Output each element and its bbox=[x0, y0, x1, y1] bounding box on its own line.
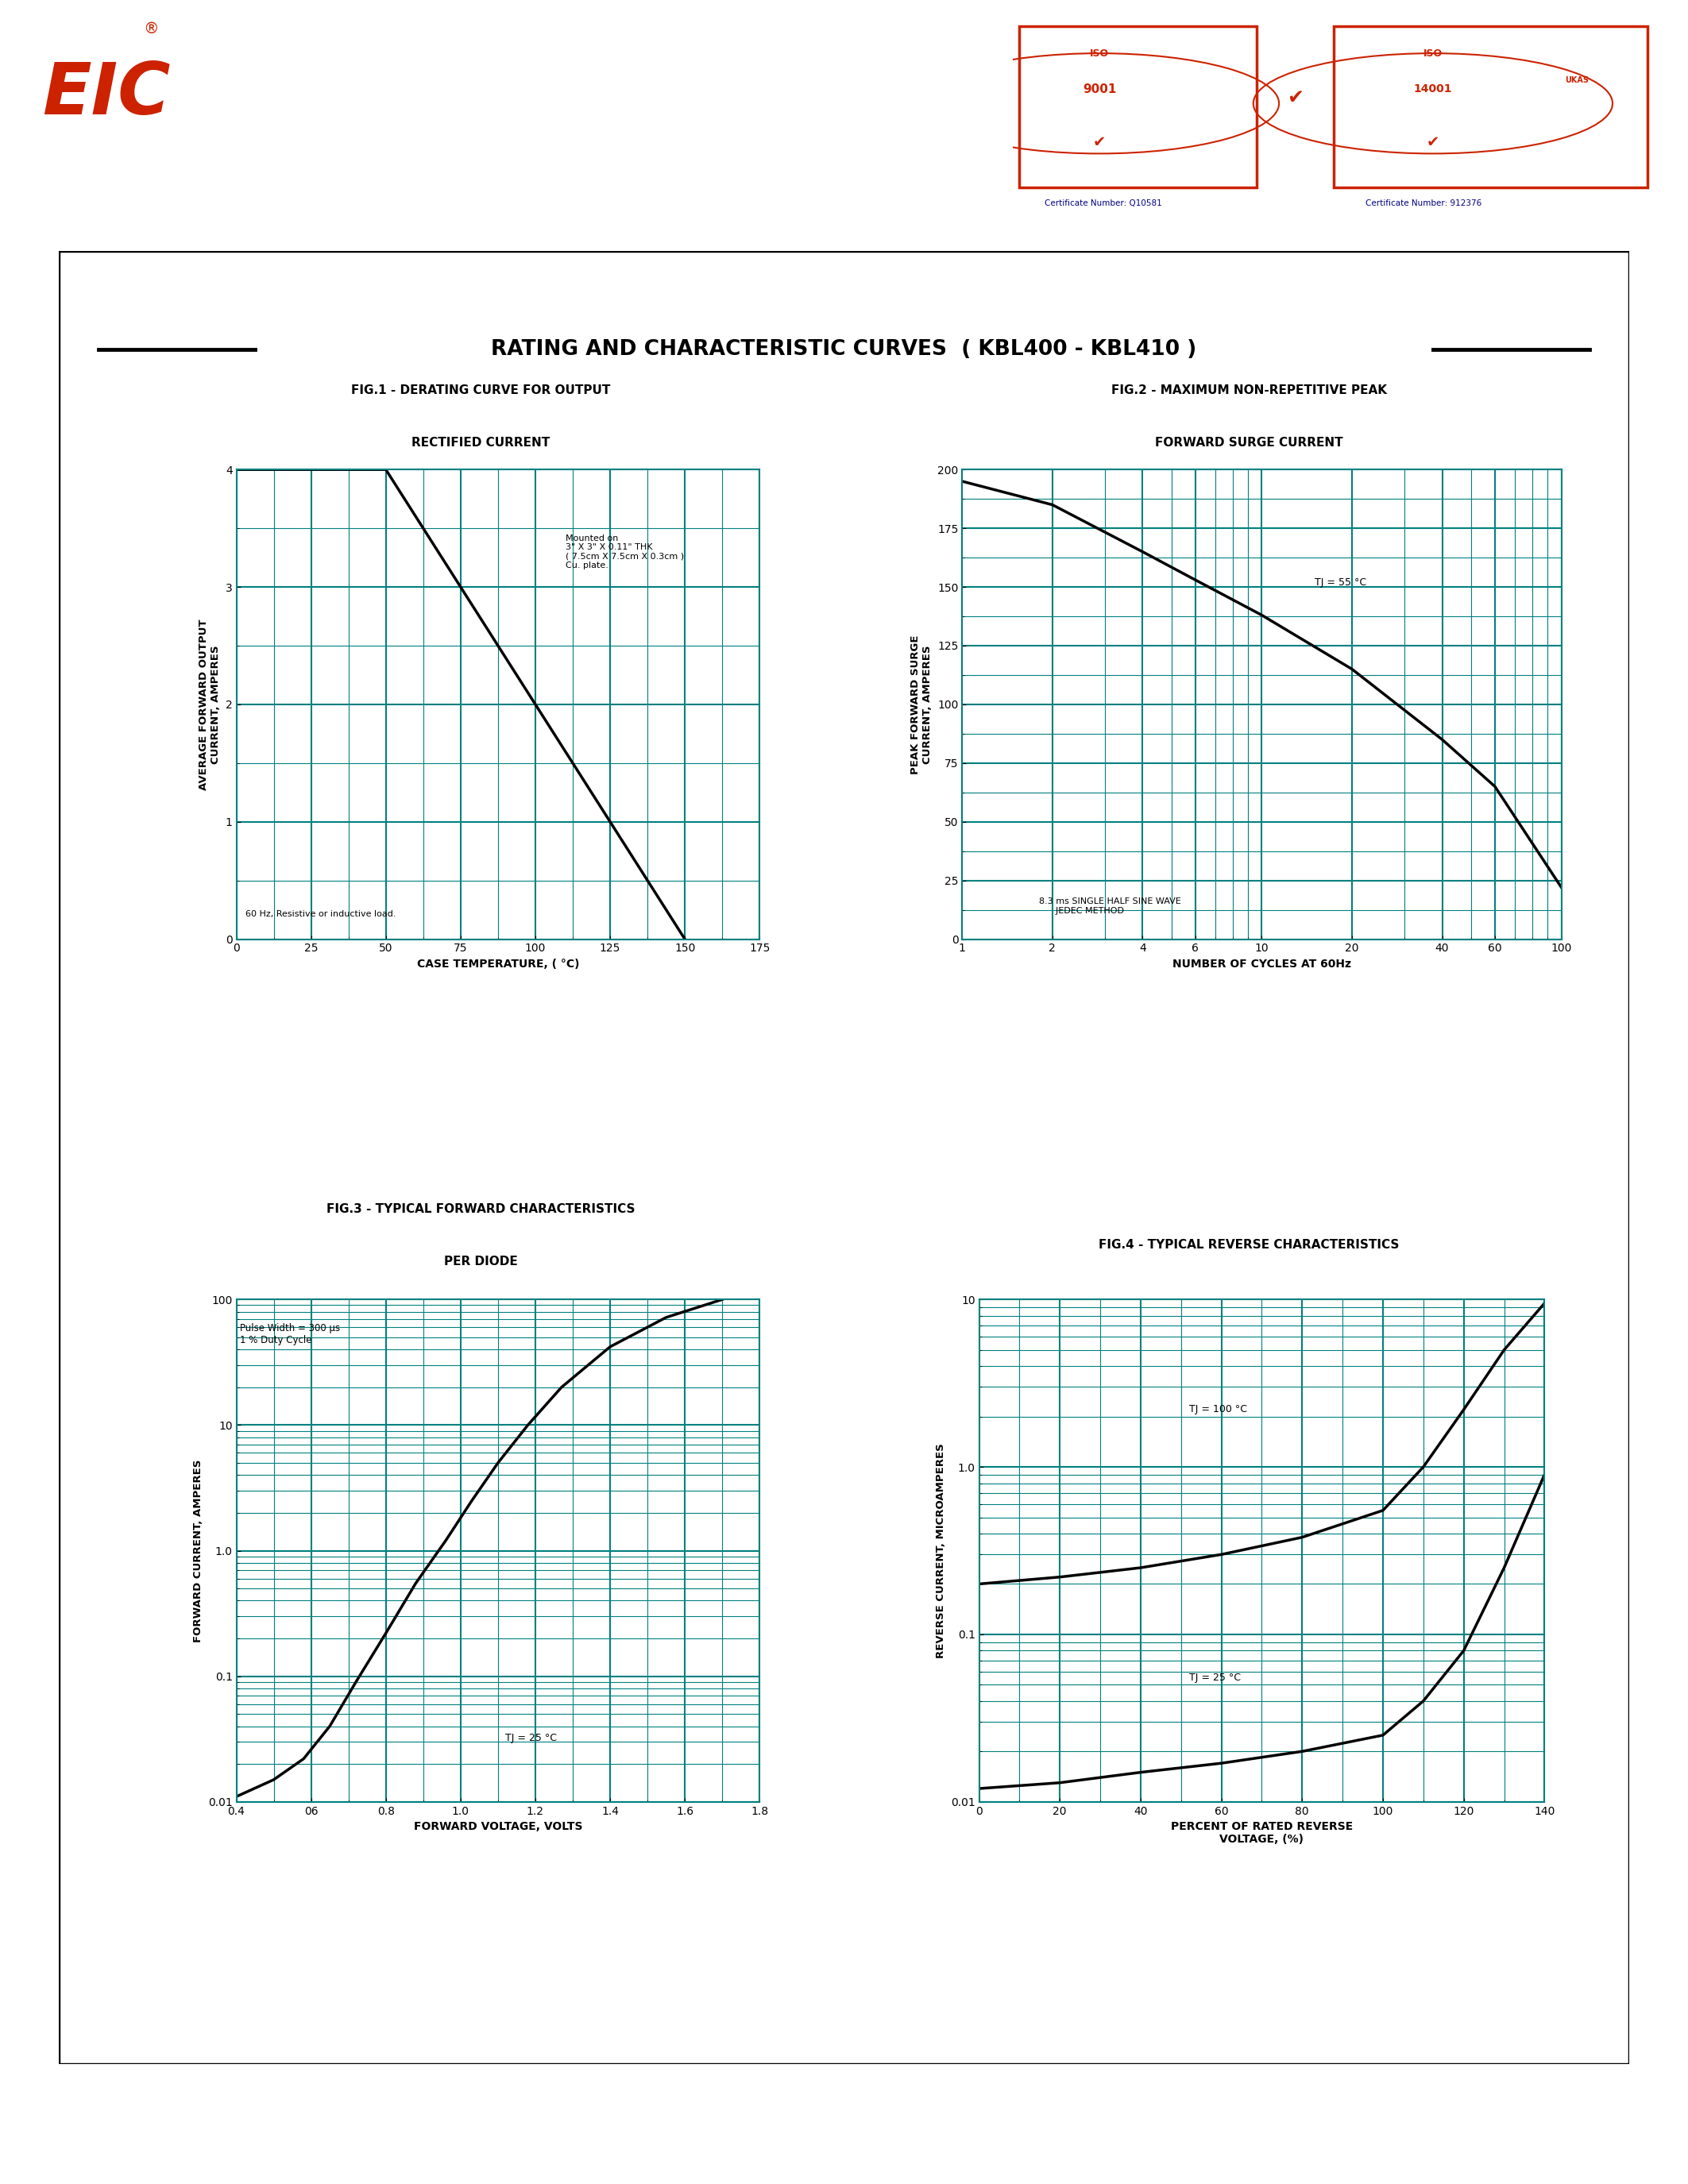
Text: FORWARD SURGE CURRENT: FORWARD SURGE CURRENT bbox=[1155, 437, 1344, 450]
Text: FIG.3 - TYPICAL FORWARD CHARACTERISTICS: FIG.3 - TYPICAL FORWARD CHARACTERISTICS bbox=[327, 1203, 635, 1216]
Y-axis label: FORWARD CURRENT, AMPERES: FORWARD CURRENT, AMPERES bbox=[194, 1459, 204, 1642]
Text: 14001: 14001 bbox=[1413, 83, 1452, 94]
FancyBboxPatch shape bbox=[1020, 26, 1256, 188]
Text: ISO: ISO bbox=[1090, 48, 1109, 59]
Text: Certificate Number: 912376: Certificate Number: 912376 bbox=[1366, 199, 1482, 207]
Text: ✔: ✔ bbox=[1426, 135, 1440, 151]
Text: PER DIODE: PER DIODE bbox=[444, 1256, 518, 1269]
Text: 9001: 9001 bbox=[1082, 83, 1116, 96]
Text: RECTIFIED CURRENT: RECTIFIED CURRENT bbox=[412, 437, 550, 450]
X-axis label: FORWARD VOLTAGE, VOLTS: FORWARD VOLTAGE, VOLTS bbox=[414, 1821, 582, 1832]
Text: TJ = 25 °C: TJ = 25 °C bbox=[505, 1734, 557, 1743]
Text: TJ = 100 °C: TJ = 100 °C bbox=[1188, 1404, 1247, 1415]
Y-axis label: PEAK FORWARD SURGE
CURRENT, AMPERES: PEAK FORWARD SURGE CURRENT, AMPERES bbox=[912, 636, 933, 773]
Text: FIG.2 - MAXIMUM NON-REPETITIVE PEAK: FIG.2 - MAXIMUM NON-REPETITIVE PEAK bbox=[1111, 384, 1388, 397]
Text: EIC: EIC bbox=[42, 59, 170, 129]
Y-axis label: AVERAGE FORWARD OUTPUT
CURRENT, AMPERES: AVERAGE FORWARD OUTPUT CURRENT, AMPERES bbox=[199, 618, 221, 791]
Text: ISO: ISO bbox=[1423, 48, 1443, 59]
X-axis label: NUMBER OF CYCLES AT 60Hz: NUMBER OF CYCLES AT 60Hz bbox=[1173, 959, 1350, 970]
Y-axis label: REVERSE CURRENT, MICROAMPERES: REVERSE CURRENT, MICROAMPERES bbox=[937, 1444, 947, 1658]
Text: TJ = 55 °C: TJ = 55 °C bbox=[1315, 577, 1366, 587]
Text: 60 Hz, Resistive or inductive load.: 60 Hz, Resistive or inductive load. bbox=[245, 911, 395, 917]
Text: Certificate Number: Q10581: Certificate Number: Q10581 bbox=[1045, 199, 1163, 207]
Text: UKAS: UKAS bbox=[1565, 76, 1588, 85]
Text: Pulse Width = 300 μs
1 % Duty Cycle: Pulse Width = 300 μs 1 % Duty Cycle bbox=[240, 1324, 341, 1345]
FancyBboxPatch shape bbox=[1334, 26, 1647, 188]
Text: FIG.4 - TYPICAL REVERSE CHARACTERISTICS: FIG.4 - TYPICAL REVERSE CHARACTERISTICS bbox=[1099, 1238, 1399, 1251]
Text: ✔: ✔ bbox=[1286, 90, 1303, 107]
Text: Mounted on
3" X 3" X 0.11" THK
( 7.5cm X 7.5cm X 0.3cm )
Cu. plate.: Mounted on 3" X 3" X 0.11" THK ( 7.5cm X… bbox=[565, 535, 684, 570]
Text: ✔: ✔ bbox=[1092, 135, 1106, 151]
Text: RATING AND CHARACTERISTIC CURVES  ( KBL400 - KBL410 ): RATING AND CHARACTERISTIC CURVES ( KBL40… bbox=[491, 339, 1197, 360]
Text: FIG.1 - DERATING CURVE FOR OUTPUT: FIG.1 - DERATING CURVE FOR OUTPUT bbox=[351, 384, 611, 397]
X-axis label: PERCENT OF RATED REVERSE
VOLTAGE, (%): PERCENT OF RATED REVERSE VOLTAGE, (%) bbox=[1171, 1821, 1352, 1845]
Text: TJ = 25 °C: TJ = 25 °C bbox=[1188, 1673, 1241, 1684]
X-axis label: CASE TEMPERATURE, ( °C): CASE TEMPERATURE, ( °C) bbox=[417, 959, 579, 970]
Text: ®: ® bbox=[143, 22, 159, 37]
Text: 8.3 ms SINGLE HALF SINE WAVE
      JEDEC METHOD: 8.3 ms SINGLE HALF SINE WAVE JEDEC METHO… bbox=[1038, 898, 1180, 915]
